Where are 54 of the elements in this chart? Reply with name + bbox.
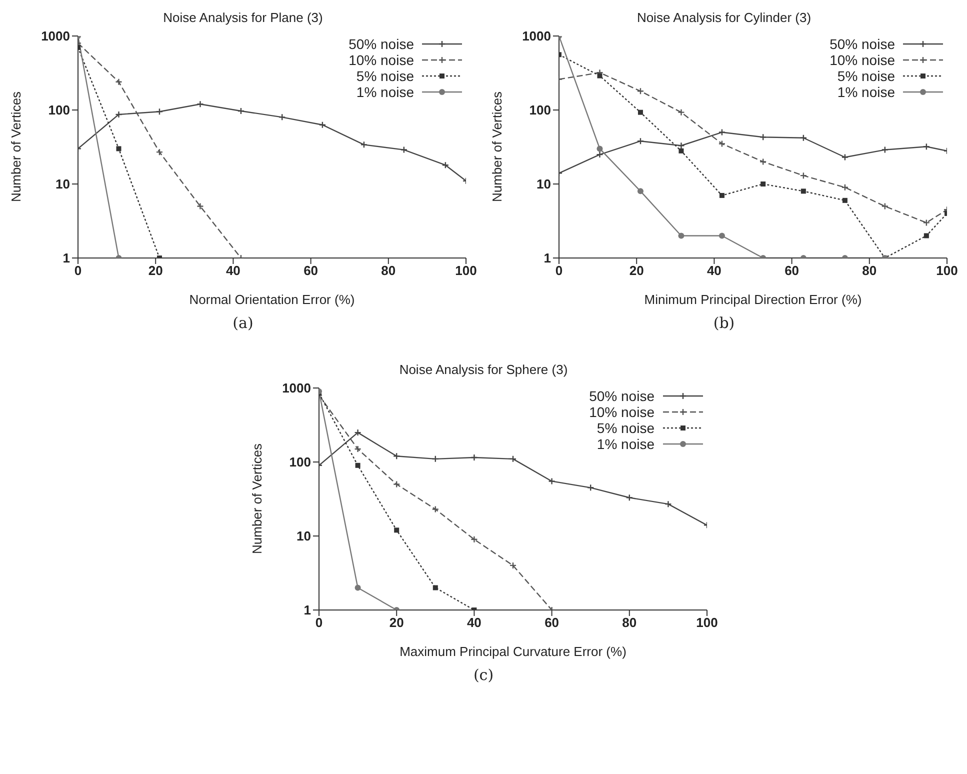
x-tick-label: 100 bbox=[696, 615, 718, 630]
x-tick-label: 40 bbox=[226, 263, 240, 278]
x-tick-label: 80 bbox=[381, 263, 396, 278]
x-tick-label: 20 bbox=[148, 263, 163, 278]
y-tick-label: 1000 bbox=[282, 380, 310, 396]
y-axis-title: Number of Vertices bbox=[249, 442, 264, 554]
x-tick-label: 0 bbox=[555, 263, 563, 278]
x-tick-label: 60 bbox=[304, 263, 318, 278]
y-tick-label: 10 bbox=[56, 176, 70, 192]
text: (b) bbox=[712, 314, 736, 332]
legend-label: 10% noise bbox=[830, 52, 895, 68]
x-tick-label: 80 bbox=[622, 615, 636, 630]
y-tick-label: 100 bbox=[529, 102, 551, 118]
chart-title: Noise Analysis for Sphere (3) bbox=[398, 361, 569, 379]
y-tick-label: 10 bbox=[296, 528, 310, 544]
legend-label: 5% noise bbox=[596, 420, 654, 436]
y-tick-label: 100 bbox=[48, 102, 70, 118]
x-tick-label: 100 bbox=[936, 263, 958, 278]
x-axis-title: Minimum Principal Direction Error (%) bbox=[644, 292, 862, 307]
y-tick-label: 10 bbox=[536, 176, 551, 192]
legend-label: 10% noise bbox=[348, 52, 414, 68]
legend-label: 50% noise bbox=[830, 36, 895, 52]
x-tick-label: 40 bbox=[706, 263, 722, 278]
x-tick-label: 0 bbox=[314, 615, 322, 630]
legend-label: 1% noise bbox=[356, 84, 414, 100]
x-tick-label: 0 bbox=[74, 263, 82, 278]
x-tick-label: 60 bbox=[544, 615, 559, 630]
text: (a) bbox=[232, 314, 254, 332]
chart-title: Noise Analysis for Plane (3) bbox=[162, 9, 324, 27]
y-axis-title: Number of Vertices bbox=[490, 90, 505, 202]
x-tick-label: 20 bbox=[629, 263, 644, 278]
legend-label: 1% noise bbox=[837, 84, 895, 100]
x-tick-label: 20 bbox=[388, 615, 404, 630]
y-tick-label: 1 bbox=[544, 250, 551, 266]
y-axis-title: Number of Vertices bbox=[8, 90, 24, 202]
x-tick-label: 40 bbox=[466, 615, 481, 630]
x-tick-label: 80 bbox=[862, 263, 877, 278]
y-tick-label: 100 bbox=[288, 454, 310, 470]
x-axis-title: Maximum Principal Curvature Error (%) bbox=[399, 644, 626, 659]
x-axis-title: Normal Orientation Error (%) bbox=[189, 292, 355, 307]
legend-label: 1% noise bbox=[596, 436, 654, 452]
y-tick-label: 1000 bbox=[41, 28, 70, 44]
legend-label: 5% noise bbox=[356, 68, 414, 84]
x-tick-label: 100 bbox=[455, 263, 477, 278]
text: (c) bbox=[472, 666, 495, 684]
y-tick-label: 1 bbox=[62, 250, 70, 266]
chart-title: Noise Analysis for Cylinder (3) bbox=[636, 9, 812, 27]
y-tick-label: 1 bbox=[303, 602, 310, 618]
legend-label: 50% noise bbox=[589, 388, 654, 404]
legend-label: 10% noise bbox=[589, 404, 654, 420]
x-tick-label: 60 bbox=[784, 263, 800, 278]
legend-label: 5% noise bbox=[837, 68, 895, 84]
y-tick-label: 1000 bbox=[522, 28, 551, 44]
legend-label: 50% noise bbox=[348, 36, 414, 52]
